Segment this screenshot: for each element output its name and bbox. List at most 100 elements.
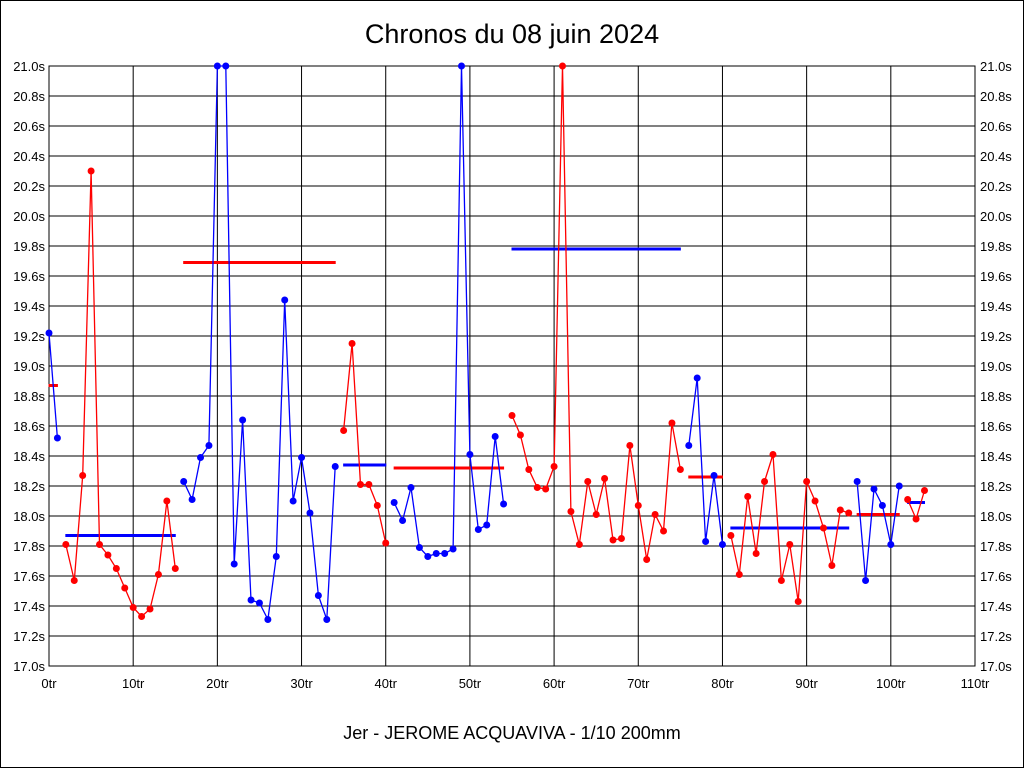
data-point-lap-39 <box>373 502 381 509</box>
y-tick-label-left: 18.4s <box>13 449 45 464</box>
data-point-lap-23 <box>239 416 247 424</box>
data-point-lap-101 <box>895 482 903 490</box>
y-tick-label-right: 18.6s <box>980 419 1012 434</box>
data-point-lap-42 <box>399 517 407 524</box>
y-tick-label-left: 20.2s <box>13 179 45 194</box>
data-point-lap-66 <box>601 475 609 482</box>
data-point-lap-20 <box>213 62 221 70</box>
y-tick-label-left: 19.8s <box>13 239 45 254</box>
data-point-lap-29 <box>289 497 297 505</box>
data-point-lap-26 <box>264 616 272 623</box>
data-point-lap-71 <box>643 556 651 563</box>
data-point-lap-13 <box>154 571 162 578</box>
y-tick-label-right: 20.6s <box>980 119 1012 134</box>
series-line-run-2 <box>65 170 176 618</box>
y-tick-label-right: 19.6s <box>980 269 1012 284</box>
y-tick-label-left: 18.2s <box>13 479 45 494</box>
data-point-lap-90 <box>803 478 811 485</box>
data-point-lap-22 <box>230 560 238 568</box>
data-point-lap-19 <box>205 442 213 449</box>
y-tick-label-right: 17.4s <box>980 599 1012 614</box>
data-point-lap-64 <box>584 478 592 485</box>
series-line-run-10 <box>907 490 926 521</box>
data-point-lap-10 <box>129 604 137 611</box>
data-point-lap-2 <box>62 541 70 548</box>
series-line-run-1 <box>48 332 59 439</box>
y-tick-label-left: 17.4s <box>13 599 45 614</box>
y-tick-label-left: 18.6s <box>13 419 45 434</box>
data-point-lap-44 <box>415 544 423 551</box>
data-point-lap-9 <box>121 584 129 592</box>
data-point-lap-80 <box>718 541 726 548</box>
y-tick-label-right: 19.2s <box>980 329 1012 344</box>
data-point-lap-86 <box>769 451 777 458</box>
chart-title: Chronos du 08 juin 2024 <box>364 19 660 49</box>
plot-frame <box>48 65 976 667</box>
data-point-lap-95 <box>845 509 853 517</box>
data-point-lap-97 <box>862 577 870 584</box>
y-tick-label-right: 18.0s <box>980 509 1012 524</box>
data-point-lap-31 <box>306 509 314 517</box>
y-tick-label-left: 17.6s <box>13 569 45 584</box>
data-point-lap-4 <box>79 472 87 479</box>
x-axis-label: Jer - JEROME ACQUAVIVA - 1/10 200mm <box>343 723 681 743</box>
x-tick-label: 90tr <box>795 676 818 691</box>
data-point-lap-51 <box>474 526 482 533</box>
y-tick-label-right: 17.2s <box>980 629 1012 644</box>
x-tick-label: 30tr <box>290 676 313 691</box>
data-point-lap-8 <box>112 565 120 572</box>
data-point-lap-73 <box>660 527 668 535</box>
y-tick-label-right: 18.2s <box>980 479 1012 494</box>
data-point-lap-6 <box>96 541 104 548</box>
data-point-lap-5 <box>87 167 95 175</box>
data-point-lap-63 <box>575 541 583 548</box>
data-point-lap-36 <box>348 340 356 347</box>
data-point-lap-37 <box>356 481 364 488</box>
y-tick-label-right: 19.0s <box>980 359 1012 374</box>
y-tick-label-left: 19.2s <box>13 329 45 344</box>
data-point-lap-89 <box>794 598 802 605</box>
data-point-lap-69 <box>626 442 634 449</box>
y-tick-label-left: 18.0s <box>13 509 45 524</box>
y-tick-label-left: 19.4s <box>13 299 45 314</box>
data-point-lap-68 <box>617 535 625 542</box>
data-point-lap-18 <box>197 454 205 461</box>
y-tick-label-right: 20.0s <box>980 209 1012 224</box>
data-point-lap-33 <box>323 616 331 623</box>
data-point-lap-46 <box>432 550 440 557</box>
data-point-lap-78 <box>702 538 710 545</box>
data-point-lap-102 <box>904 496 912 503</box>
data-point-lap-48 <box>449 545 457 553</box>
y-tick-label-left: 17.8s <box>13 539 45 554</box>
data-point-lap-52 <box>483 521 491 529</box>
data-point-lap-40 <box>382 539 390 547</box>
data-point-lap-77 <box>693 374 701 382</box>
x-tick-label: 50tr <box>459 676 482 691</box>
data-point-lap-88 <box>786 541 794 548</box>
y-tick-label-left: 20.6s <box>13 119 45 134</box>
data-point-lap-62 <box>567 508 575 515</box>
y-tick-label-left: 17.2s <box>13 629 45 644</box>
y-tick-label-left: 19.6s <box>13 269 45 284</box>
data-point-lap-21 <box>222 62 230 70</box>
x-tick-label: 40tr <box>375 676 398 691</box>
data-point-lap-25 <box>255 599 263 607</box>
x-tick-label: 0tr <box>41 676 57 691</box>
data-point-lap-59 <box>542 485 550 493</box>
y-tick-label-left: 20.8s <box>13 89 45 104</box>
data-point-lap-16 <box>180 478 188 485</box>
y-tick-label-right: 20.8s <box>980 89 1012 104</box>
y-tick-label-right: 19.4s <box>980 299 1012 314</box>
data-point-lap-70 <box>634 502 642 509</box>
data-point-lap-55 <box>508 412 516 419</box>
series-line-run-5 <box>393 65 505 558</box>
data-point-lap-100 <box>887 541 895 548</box>
y-tick-label-right: 20.2s <box>980 179 1012 194</box>
data-point-lap-91 <box>811 497 819 505</box>
data-point-lap-41 <box>390 499 398 506</box>
data-point-lap-3 <box>70 577 78 584</box>
data-point-lap-38 <box>365 481 373 488</box>
data-point-lap-45 <box>424 553 432 560</box>
data-point-lap-32 <box>314 592 322 599</box>
